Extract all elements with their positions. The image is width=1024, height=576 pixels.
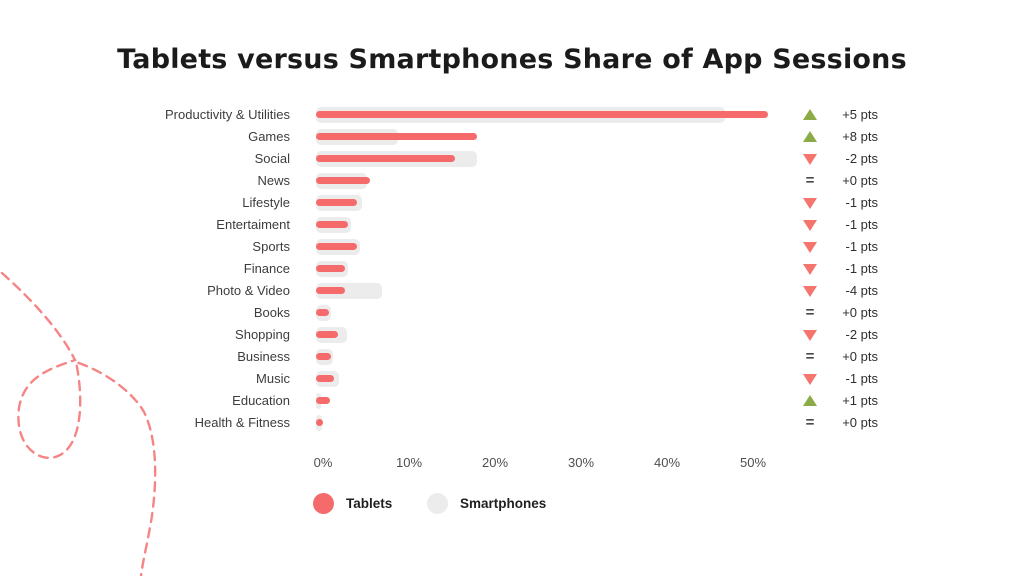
delta-down-icon	[803, 374, 817, 385]
category-label: Entertaiment	[216, 217, 290, 232]
bar-chart: Productivity & Utilities +5 pts Games +8 pt…	[0, 104, 1024, 434]
delta-value: -1 pts	[845, 217, 878, 232]
tablets-bar	[316, 419, 323, 426]
x-axis-tick: 50%	[739, 455, 767, 470]
x-axis-tick: 40%	[653, 455, 681, 470]
x-axis-tick: 0%	[313, 455, 333, 470]
chart-row: Social -2 pts	[0, 148, 1024, 170]
delta-value: +1 pts	[842, 393, 878, 408]
chart-title: Tablets versus Smartphones Share of App …	[117, 44, 907, 75]
delta-equal-icon: =	[805, 304, 815, 321]
category-label: News	[257, 173, 290, 188]
chart-row: Shopping -2 pts	[0, 324, 1024, 346]
legend-label-smartphones: Smartphones	[460, 495, 547, 511]
category-label: Productivity & Utilities	[165, 107, 290, 122]
chart-row: Education +1 pts	[0, 390, 1024, 412]
chart-row: Business = +0 pts	[0, 346, 1024, 368]
x-axis: 0% 10% 20% 30% 40% 50%	[0, 455, 1024, 471]
x-axis-tick: 30%	[567, 455, 595, 470]
legend-item-tablets: Tablets	[313, 492, 392, 514]
category-label: Lifestyle	[242, 195, 290, 210]
chart-row: Health & Fitness = +0 pts	[0, 412, 1024, 434]
delta-value: +5 pts	[842, 107, 878, 122]
chart-row: Finance -1 pts	[0, 258, 1024, 280]
legend-item-smartphones: Smartphones	[427, 492, 546, 514]
delta-value: +0 pts	[842, 349, 878, 364]
x-axis-tick: 10%	[395, 455, 423, 470]
tablets-swatch-icon	[313, 492, 334, 514]
delta-up-icon	[803, 109, 817, 120]
delta-down-icon	[803, 220, 817, 231]
delta-down-icon	[803, 330, 817, 341]
tablets-bar	[316, 221, 348, 228]
delta-down-icon	[803, 242, 817, 253]
tablets-bar	[316, 309, 329, 316]
delta-down-icon	[803, 154, 817, 165]
category-label: Shopping	[235, 327, 290, 342]
delta-value: +0 pts	[842, 173, 878, 188]
tablets-bar	[316, 133, 477, 140]
delta-value: -4 pts	[845, 283, 878, 298]
delta-equal-icon: =	[805, 172, 815, 189]
tablets-bar	[316, 111, 768, 118]
tablets-bar	[316, 353, 331, 360]
chart-row: Lifestyle -1 pts	[0, 192, 1024, 214]
tablets-bar	[316, 397, 330, 404]
category-label: Sports	[252, 239, 290, 254]
delta-down-icon	[803, 198, 817, 209]
tablets-bar	[316, 155, 456, 162]
category-label: Music	[256, 371, 290, 386]
delta-down-icon	[803, 286, 817, 297]
delta-value: +8 pts	[842, 129, 878, 144]
delta-value: -2 pts	[845, 327, 878, 342]
category-label: Health & Fitness	[194, 415, 290, 430]
tablets-bar	[316, 177, 371, 184]
tablets-bar	[316, 243, 358, 250]
chart-row: Music -1 pts	[0, 368, 1024, 390]
legend: Tablets Smartphones	[0, 492, 1024, 514]
chart-row: Entertaiment -1 pts	[0, 214, 1024, 236]
delta-value: -1 pts	[845, 239, 878, 254]
delta-equal-icon: =	[805, 348, 815, 365]
tablets-bar	[316, 331, 339, 338]
delta-value: +0 pts	[842, 415, 878, 430]
chart-row: Photo & Video -4 pts	[0, 280, 1024, 302]
delta-equal-icon: =	[805, 414, 815, 431]
tablets-bar	[316, 375, 335, 382]
smartphones-swatch-icon	[427, 492, 448, 514]
category-label: Games	[248, 129, 290, 144]
delta-value: -1 pts	[845, 195, 878, 210]
category-label: Education	[232, 393, 290, 408]
delta-up-icon	[803, 395, 817, 406]
chart-row: Sports -1 pts	[0, 236, 1024, 258]
tablets-bar	[316, 199, 358, 206]
delta-value: -1 pts	[845, 261, 878, 276]
category-label: Social	[254, 151, 290, 166]
delta-value: +0 pts	[842, 305, 878, 320]
category-label: Photo & Video	[207, 283, 290, 298]
chart-row: Games +8 pts	[0, 126, 1024, 148]
chart-row: Productivity & Utilities +5 pts	[0, 104, 1024, 126]
delta-down-icon	[803, 264, 817, 275]
delta-value: -1 pts	[845, 371, 878, 386]
chart-row: News = +0 pts	[0, 170, 1024, 192]
chart-row: Books = +0 pts	[0, 302, 1024, 324]
category-label: Business	[237, 349, 290, 364]
legend-label-tablets: Tablets	[346, 495, 393, 511]
delta-up-icon	[803, 131, 817, 142]
delta-value: -2 pts	[845, 151, 878, 166]
x-axis-tick: 20%	[481, 455, 509, 470]
tablets-bar	[316, 265, 346, 272]
category-label: Books	[253, 305, 290, 320]
tablets-bar	[316, 287, 346, 294]
category-label: Finance	[243, 261, 290, 276]
